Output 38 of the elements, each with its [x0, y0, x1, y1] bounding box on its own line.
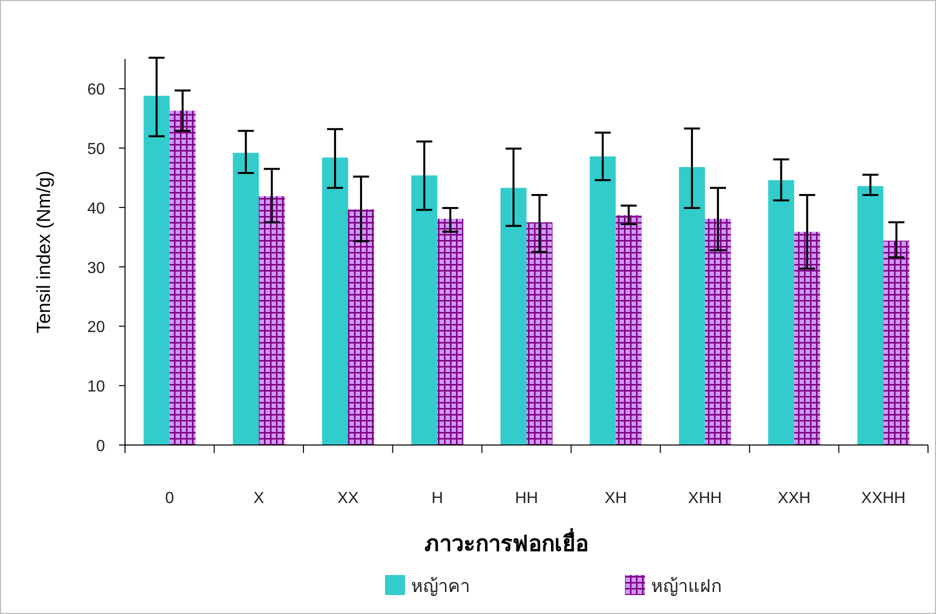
bar — [258, 196, 285, 445]
x-tick-label: XXHH — [861, 490, 906, 507]
x-tick-label: 0 — [165, 490, 174, 507]
y-tick-label: 20 — [87, 319, 106, 336]
bar — [170, 110, 196, 445]
bar — [500, 188, 526, 445]
x-axis-title: ภาวะการฟอกเยื่อ — [424, 527, 588, 556]
y-tick-label: 0 — [96, 438, 106, 455]
y-tick-label: 30 — [87, 260, 106, 277]
bar — [794, 232, 820, 445]
y-tick-label: 50 — [87, 141, 106, 158]
y-tick-label: 10 — [87, 378, 106, 396]
x-tick-label: XH — [604, 490, 627, 507]
bar — [411, 175, 438, 445]
bar — [437, 218, 464, 445]
y-axis-title: Tensil index (Nm/g) — [34, 170, 55, 334]
y-tick-label: 60 — [87, 82, 106, 99]
bar — [526, 222, 552, 445]
bar — [590, 156, 616, 445]
x-tick-label: HH — [514, 490, 538, 507]
x-tick-label: XHH — [688, 490, 722, 507]
legend-label: หญ้าคา — [411, 576, 470, 596]
bar — [616, 215, 642, 445]
bar — [322, 158, 348, 445]
bar — [768, 180, 794, 445]
bar — [678, 167, 705, 445]
bar — [232, 152, 259, 445]
bar — [857, 186, 884, 445]
x-tick-label: XX — [337, 490, 360, 507]
y-tick-label: 40 — [87, 200, 106, 218]
x-tick-label: X — [253, 490, 264, 507]
bar — [704, 218, 731, 445]
bar — [883, 240, 910, 445]
bar — [348, 209, 374, 445]
legend-label: หญ้าแฝก — [651, 576, 722, 596]
bar — [144, 96, 170, 445]
x-tick-label: H — [431, 490, 444, 507]
x-tick-label: XXH — [778, 490, 811, 507]
